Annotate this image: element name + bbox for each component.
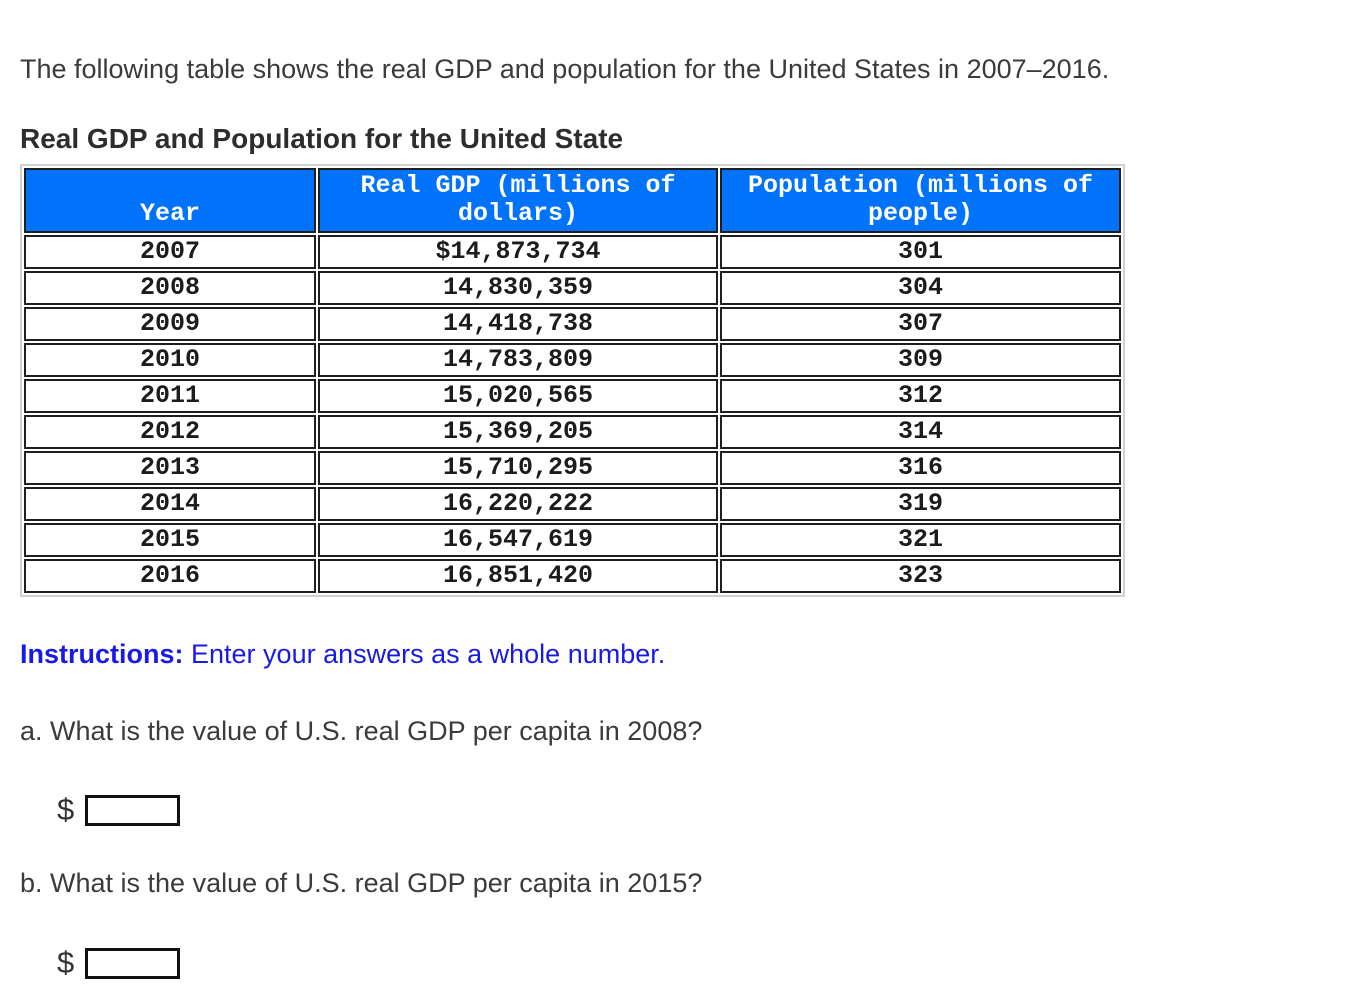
instructions-label: Instructions: — [20, 639, 184, 670]
cell-population: 312 — [720, 379, 1121, 414]
cell-population: 301 — [720, 235, 1121, 270]
table-row: 2013 15,710,295 316 — [24, 451, 1121, 486]
cell-gdp: 14,830,359 — [318, 271, 718, 306]
cell-population: 319 — [720, 487, 1121, 522]
intro-text: The following table shows the real GDP a… — [20, 54, 1110, 84]
table-row: 2007 $14,873,734 301 — [24, 235, 1121, 270]
dollar-sign-a: $ — [57, 792, 75, 828]
cell-gdp: 14,783,809 — [318, 343, 718, 378]
table-row: 2010 14,783,809 309 — [24, 343, 1121, 378]
cell-year: 2010 — [24, 343, 316, 378]
table-row: 2012 15,369,205 314 — [24, 415, 1121, 450]
answer-row-b: $ — [57, 945, 1332, 981]
cell-year: 2008 — [24, 271, 316, 306]
table-row: 2009 14,418,738 307 — [24, 307, 1121, 342]
cell-gdp: $14,873,734 — [318, 235, 718, 270]
cell-population: 314 — [720, 415, 1121, 450]
dollar-sign-b: $ — [57, 945, 75, 981]
cell-year: 2007 — [24, 235, 316, 270]
answer-input-b[interactable] — [85, 947, 181, 979]
instructions-text: Enter your answers as a whole number. — [183, 639, 666, 670]
table-row: 2011 15,020,565 312 — [24, 379, 1121, 414]
question-a: a. What is the value of U.S. real GDP pe… — [20, 716, 703, 747]
header-year: Year — [24, 168, 316, 234]
cell-gdp: 16,851,420 — [318, 559, 718, 594]
cell-gdp: 16,220,222 — [318, 487, 718, 522]
instructions-line: Instructions: Enter your answers as a wh… — [20, 597, 1332, 670]
cell-population: 304 — [720, 271, 1121, 306]
cell-population: 307 — [720, 307, 1121, 342]
cell-population: 323 — [720, 559, 1121, 594]
cell-year: 2016 — [24, 559, 316, 594]
cell-gdp: 16,547,619 — [318, 523, 718, 558]
gdp-population-table: Year Real GDP (millions of dollars) Popu… — [20, 164, 1125, 598]
table-row: 2008 14,830,359 304 — [24, 271, 1121, 306]
cell-year: 2012 — [24, 415, 316, 450]
table-row: 2016 16,851,420 323 — [24, 559, 1121, 594]
question-b: b. What is the value of U.S. real GDP pe… — [20, 868, 703, 899]
cell-population: 309 — [720, 343, 1121, 378]
cell-gdp: 14,418,738 — [318, 307, 718, 342]
cell-population: 321 — [720, 523, 1121, 558]
answer-row-a: $ — [57, 792, 1332, 828]
cell-gdp: 15,710,295 — [318, 451, 718, 486]
header-population: Population (millions of people) — [720, 168, 1121, 234]
cell-gdp: 15,020,565 — [318, 379, 718, 414]
cell-population: 316 — [720, 451, 1121, 486]
header-real-gdp: Real GDP (millions of dollars) — [318, 168, 718, 234]
cell-year: 2009 — [24, 307, 316, 342]
cell-year: 2011 — [24, 379, 316, 414]
cell-year: 2013 — [24, 451, 316, 486]
table-row: 2015 16,547,619 321 — [24, 523, 1121, 558]
cell-gdp: 15,369,205 — [318, 415, 718, 450]
table-title: Real GDP and Population for the United S… — [20, 123, 624, 155]
answer-input-a[interactable] — [85, 794, 181, 826]
quiz-page: The following table shows the real GDP a… — [20, 54, 1332, 981]
table-row: 2014 16,220,222 319 — [24, 487, 1121, 522]
table-header-row: Year Real GDP (millions of dollars) Popu… — [24, 168, 1121, 234]
cell-year: 2014 — [24, 487, 316, 522]
cell-year: 2015 — [24, 523, 316, 558]
